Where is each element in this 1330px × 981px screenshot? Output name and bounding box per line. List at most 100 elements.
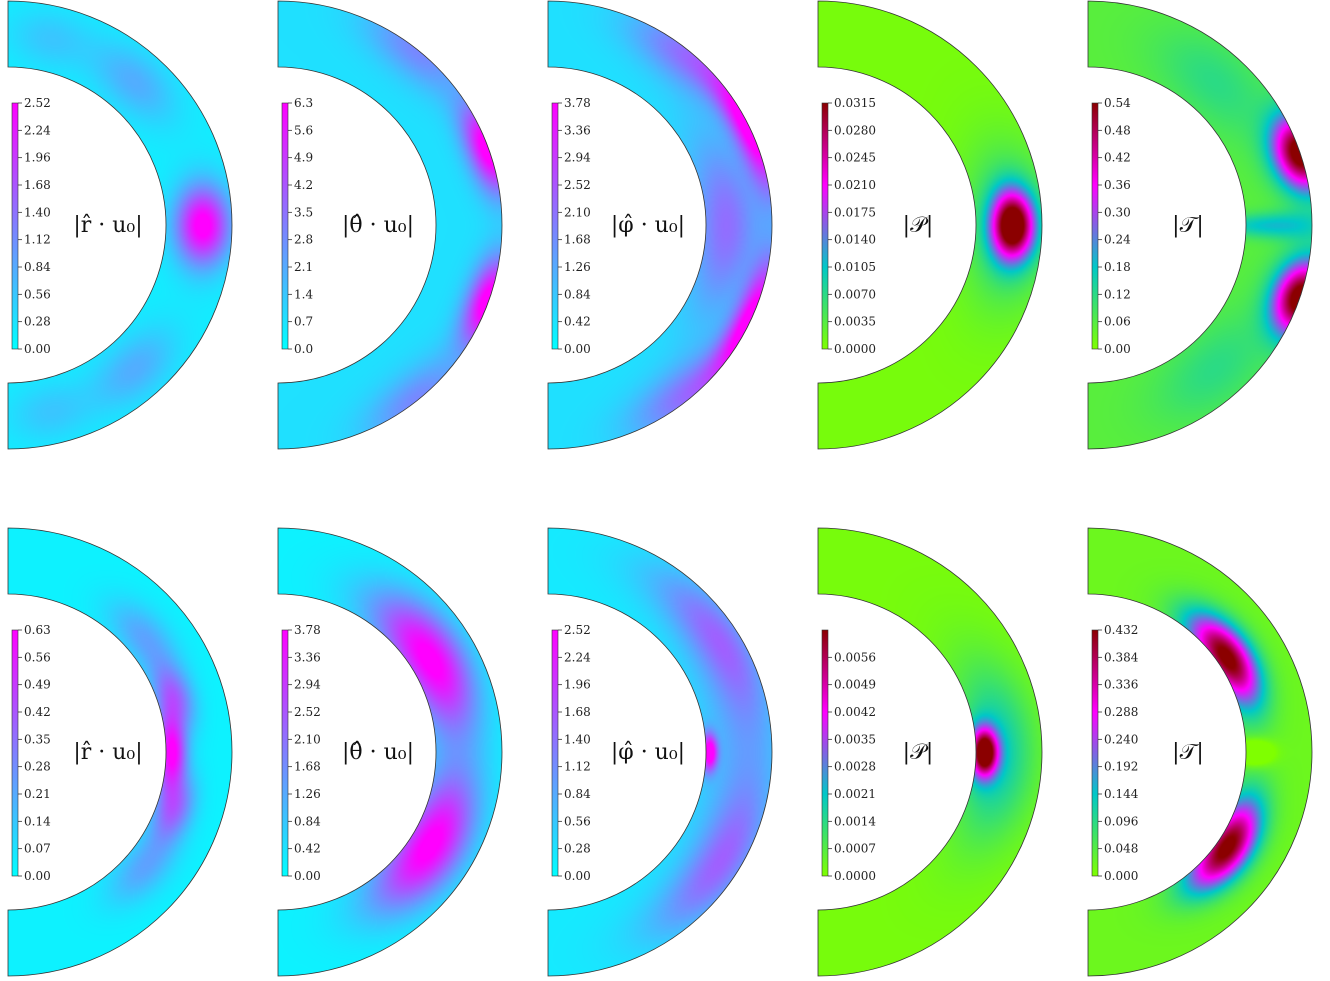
panel-5: 0.00 0.06 0.12 0.18 0.24 0.30 0.36 0.42 0.48 0.54… [1087, 0, 1313, 450]
colorbar-tick-label: 0.06 [1104, 315, 1131, 329]
colorbar-tick-label: 0.56 [24, 650, 51, 664]
colorbar-tick-label: 0.0140 [834, 233, 876, 247]
colorbar [551, 102, 559, 350]
colorbar-tick-label: 0.336 [1104, 678, 1138, 692]
annulus-outline [277, 0, 503, 450]
annulus-outline [547, 0, 773, 450]
colorbar-tick-label: 4.2 [294, 178, 313, 192]
colorbar-tick-label: 1.12 [564, 760, 591, 774]
panel-label: |φ̂ · u₀| [611, 213, 685, 238]
colorbar-tick-label: 3.78 [564, 96, 591, 110]
colorbar-tick-label: 0.0 [294, 342, 313, 356]
colorbar [281, 102, 289, 350]
colorbar-tick-label: 0.0056 [834, 650, 876, 664]
colorbar-tick-label: 0.288 [1104, 705, 1138, 719]
colorbar-tick-label: 0.0000 [834, 342, 876, 356]
colorbar-tick-label: 0.7 [294, 315, 313, 329]
colorbar-tick-label: 3.36 [294, 650, 321, 664]
colorbar-tick-label: 1.12 [24, 233, 51, 247]
annulus-outline [547, 527, 773, 977]
colorbar-tick-label: 1.4 [294, 287, 313, 301]
colorbar-tick-label: 0.42 [564, 315, 591, 329]
colorbar-tick-label: 2.10 [294, 732, 321, 746]
colorbar-tick-label: 0.432 [1104, 623, 1138, 637]
colorbar-tick-label: 2.94 [564, 151, 591, 165]
colorbar-tick-label: 0.0070 [834, 287, 876, 301]
panel-label: |𝒫| [903, 740, 934, 765]
panel-label: |𝒫| [903, 213, 934, 238]
colorbar-tick-label: 0.42 [24, 705, 51, 719]
colorbar-tick-label: 0.28 [24, 760, 51, 774]
colorbar-tick-label: 0.00 [24, 342, 51, 356]
colorbar-tick-label: 0.0280 [834, 123, 876, 137]
colorbar-tick-label: 0.0049 [834, 678, 876, 692]
colorbar-tick-label: 2.24 [24, 123, 51, 137]
panel-label: |r̂ · u₀| [73, 213, 142, 238]
colorbar-tick-label: 6.3 [294, 96, 313, 110]
panel-label: |r̂ · u₀| [73, 740, 142, 765]
colorbar-tick-label: 0.00 [24, 869, 51, 883]
annulus-outline [7, 0, 233, 450]
colorbar-tick-label: 1.68 [564, 705, 591, 719]
colorbar-tick-label: 0.0315 [834, 96, 876, 110]
colorbar-tick-label: 0.0210 [834, 178, 876, 192]
annulus-outline [277, 527, 503, 977]
colorbar [1091, 102, 1099, 350]
colorbar-tick-label: 0.84 [294, 814, 321, 828]
colorbar-tick-label: 0.35 [24, 732, 51, 746]
colorbar-tick-label: 0.0105 [834, 260, 876, 274]
colorbar-tick-label: 1.68 [24, 178, 51, 192]
panel-label: |𝒯| [1172, 213, 1204, 238]
annulus-outline [1087, 527, 1313, 977]
colorbar-tick-label: 0.0035 [834, 315, 876, 329]
colorbar-tick-label: 0.49 [24, 678, 51, 692]
colorbar-tick-label: 0.24 [1104, 233, 1131, 247]
panels-layer: 0.00 0.28 0.56 0.84 1.12 1.40 1.68 1.96 2.24 2.52… [7, 0, 1313, 977]
colorbar-tick-label: 0.0014 [834, 814, 876, 828]
colorbar-tick-label: 0.54 [1104, 96, 1131, 110]
colorbar-tick-label: 1.26 [564, 260, 591, 274]
colorbar-tick-label: 0.0042 [834, 705, 876, 719]
panel-6: 0.00 0.07 0.14 0.21 0.28 0.35 0.42 0.49 0.56 0.63… [7, 527, 233, 977]
panel-10: 0.000 0.048 0.096 0.144 0.192 0.240 0.288 0.336… [1087, 527, 1313, 977]
colorbar-tick-label: 0.21 [24, 787, 51, 801]
colorbar-tick-label: 3.36 [564, 123, 591, 137]
colorbar-tick-label: 1.40 [24, 205, 51, 219]
colorbar-tick-label: 0.0021 [834, 787, 876, 801]
annulus-outline [817, 0, 1043, 450]
colorbar-tick-label: 3.78 [294, 623, 321, 637]
colorbar-tick-label: 0.30 [1104, 205, 1131, 219]
colorbar-tick-label: 2.52 [564, 178, 591, 192]
colorbar-tick-label: 4.9 [294, 151, 313, 165]
panel-9: 0.0000 0.0007 0.0014 0.0021 0.0028 0.0035 0.00… [817, 527, 1043, 977]
colorbar-tick-label: 2.52 [564, 623, 591, 637]
colorbar-tick-label: 5.6 [294, 123, 313, 137]
colorbar-tick-label: 1.40 [564, 732, 591, 746]
panel-label: |θ̂ · u₀| [342, 740, 414, 765]
panel-label: |𝒯| [1172, 740, 1204, 765]
colorbar [821, 629, 829, 877]
annulus-outline [7, 527, 233, 977]
colorbar-tick-label: 0.42 [294, 842, 321, 856]
colorbar-tick-label: 0.000 [1104, 869, 1138, 883]
colorbar-tick-label: 0.63 [24, 623, 51, 637]
colorbar-tick-label: 2.10 [564, 205, 591, 219]
panel-4: 0.0000 0.0035 0.0070 0.0105 0.0140 0.0175 0.02… [817, 0, 1043, 450]
colorbar [551, 629, 559, 877]
colorbar [1091, 629, 1099, 877]
panel-3: 0.00 0.42 0.84 1.26 1.68 2.10 2.52 2.94 3.36 3.78… [547, 0, 773, 450]
colorbar-tick-label: 0.28 [24, 315, 51, 329]
colorbar-tick-label: 0.12 [1104, 287, 1131, 301]
colorbar-tick-label: 0.00 [1104, 342, 1131, 356]
colorbar-tick-label: 2.8 [294, 233, 313, 247]
annulus-outline [817, 527, 1043, 977]
colorbar-tick-label: 1.68 [294, 760, 321, 774]
colorbar-tick-label: 2.94 [294, 678, 321, 692]
colorbar-tick-label: 0.0035 [834, 732, 876, 746]
colorbar [281, 629, 289, 877]
colorbar-tick-label: 0.144 [1104, 787, 1139, 801]
colorbar [11, 102, 19, 350]
colorbar [821, 102, 829, 350]
colorbar-tick-label: 2.24 [564, 650, 591, 664]
